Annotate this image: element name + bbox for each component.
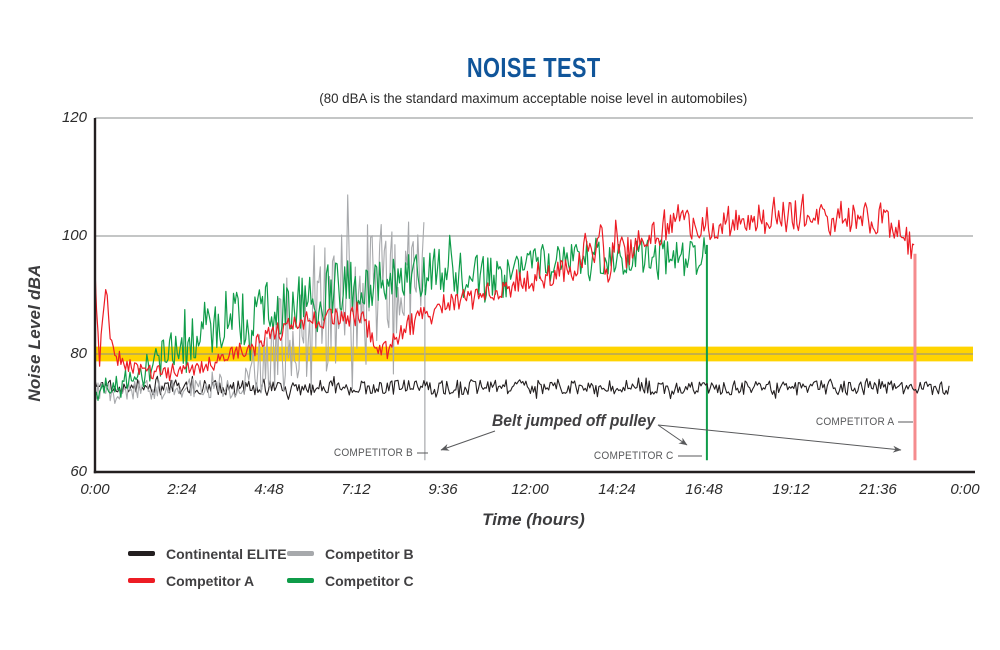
legend-item-competitor-b: Competitor B bbox=[287, 546, 414, 562]
callout-label-competitor-c: COMPETITOR C bbox=[594, 450, 674, 462]
series-line-competitor-c bbox=[94, 234, 707, 401]
legend-swatch bbox=[287, 578, 314, 583]
x-tick-label-2: 4:48 bbox=[254, 481, 284, 498]
y-axis-title: Noise Level dBA bbox=[25, 264, 44, 402]
y-tick-label-60: 60 bbox=[70, 463, 87, 480]
legend-swatch bbox=[128, 551, 155, 556]
x-axis-title: Time (hours) bbox=[482, 510, 585, 529]
x-tick-label-0: 0:00 bbox=[80, 481, 110, 498]
x-tick-label-6: 14:24 bbox=[598, 481, 636, 498]
legend-label: Competitor A bbox=[166, 572, 255, 589]
y-tick-label-120: 120 bbox=[61, 109, 87, 126]
annotation-belt-note: Belt jumped off pulley bbox=[492, 411, 656, 430]
chart-header: NOISE TEST bbox=[95, 52, 972, 84]
legend-label: Competitor C bbox=[325, 572, 414, 589]
callout-label-competitor-b: COMPETITOR B bbox=[333, 447, 413, 459]
chart-subtitle: (80 dBA is the standard maximum acceptab… bbox=[319, 90, 748, 106]
legend-swatch bbox=[128, 578, 155, 583]
belt-note-arrow-3 bbox=[657, 424, 902, 453]
x-tick-label-10: 0:00 bbox=[950, 481, 980, 498]
x-tick-label-8: 19:12 bbox=[772, 481, 810, 498]
x-tick-label-4: 9:36 bbox=[428, 481, 458, 498]
legend-item-continental-elite: Continental ELITE bbox=[128, 546, 287, 562]
legend-item-competitor-c: Competitor C bbox=[287, 573, 414, 589]
x-tick-label-9: 21:36 bbox=[859, 481, 897, 498]
x-tick-label-1: 2:24 bbox=[167, 481, 197, 498]
legend: Continental ELITE Competitor A Competitor … bbox=[128, 540, 414, 594]
series-line-competitor-b bbox=[94, 194, 425, 404]
belt-note-arrow-1 bbox=[440, 430, 496, 451]
callout-label-competitor-a: COMPETITOR A bbox=[815, 416, 894, 428]
x-tick-label-7: 16:48 bbox=[685, 481, 723, 498]
legend-swatch bbox=[287, 551, 314, 556]
series-line-continental-elite bbox=[94, 375, 950, 400]
y-tick-label-100: 100 bbox=[61, 227, 87, 244]
x-tick-label-5: 12:00 bbox=[511, 481, 549, 498]
series-line-competitor-a bbox=[94, 193, 915, 382]
x-tick-label-3: 7:12 bbox=[341, 481, 371, 498]
y-tick-label-80: 80 bbox=[70, 345, 87, 362]
chart-title: NOISE TEST bbox=[466, 52, 601, 83]
chart-subheader: (80 dBA is the standard maximum acceptab… bbox=[95, 90, 972, 106]
legend-label: Competitor B bbox=[325, 545, 414, 562]
legend-label: Continental ELITE bbox=[166, 545, 287, 562]
belt-note-arrow-2 bbox=[657, 424, 688, 446]
legend-item-competitor-a: Competitor A bbox=[128, 573, 287, 589]
